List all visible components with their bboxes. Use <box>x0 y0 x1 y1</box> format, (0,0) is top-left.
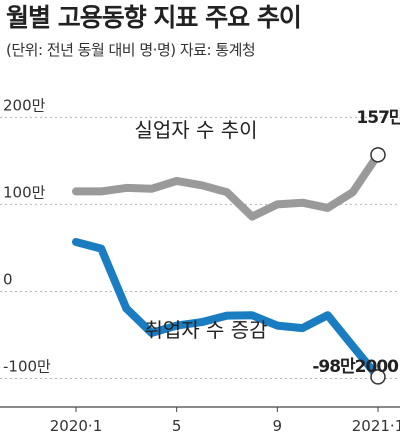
series-end-marker <box>370 147 386 163</box>
y-tick-label: 0 <box>3 270 13 288</box>
y-tick-label: -100만 <box>3 357 51 375</box>
series-name-label: 취업자 수 증감 <box>144 318 267 342</box>
label-layer: 200만 100만 0 -100만 2020·1 5 9 2021·1 실업자 수 추이 157만… <box>3 96 400 435</box>
chart-header: 월별 고용동향 지표 주요 추이 (단위: 전년 동월 대비 명·명) 자료: … <box>6 2 396 60</box>
y-tick-label: 100만 <box>3 183 46 201</box>
series-line <box>72 150 382 221</box>
x-tick-label: 9 <box>273 417 283 435</box>
x-tick-label: 2021·1 <box>352 417 400 435</box>
chart-title: 월별 고용동향 지표 주요 추이 <box>6 3 302 32</box>
series-end-marker <box>370 369 386 385</box>
x-tick-label: 2020·1 <box>50 417 103 435</box>
grid-layer <box>0 116 400 412</box>
y-tick-label: 200만 <box>3 96 46 114</box>
x-tick-label: 5 <box>172 417 182 435</box>
chart-subtitle: (단위: 전년 동월 대비 명·명) 자료: 통계청 <box>6 41 256 59</box>
series-name-label: 실업자 수 추이 <box>134 118 257 142</box>
series-end-value-label: 157만 <box>356 108 400 128</box>
series-end-value-label: -98만2000 <box>312 357 399 377</box>
series-line <box>72 238 382 381</box>
series-layer <box>72 147 386 385</box>
